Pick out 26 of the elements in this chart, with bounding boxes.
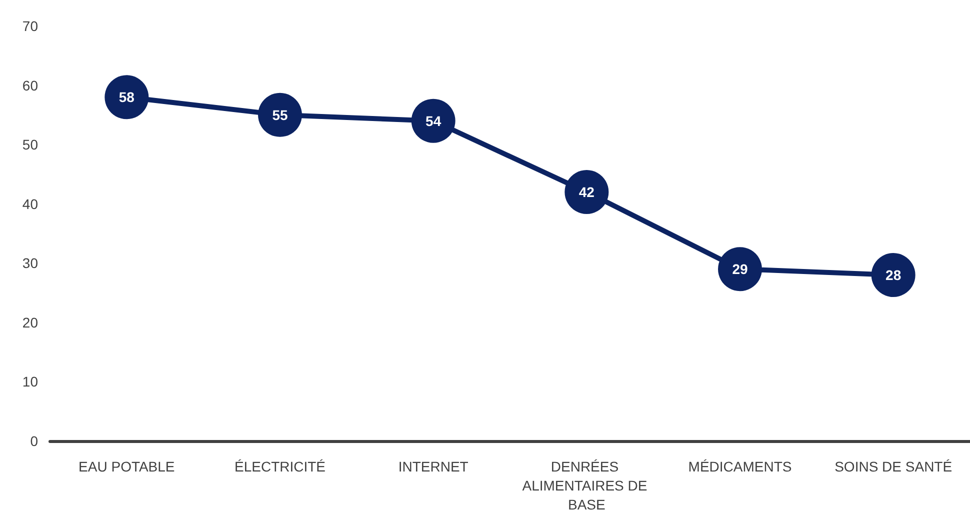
data-label: 55 [272,106,288,123]
x-tick-label: ÉLECTRICITÉ [234,458,326,474]
x-tick-label: SOINS DE SANTÉ [834,458,952,474]
point [411,98,456,143]
y-tick-label: 60 [22,77,38,94]
y-tick-label: 50 [22,136,38,153]
data-label: 54 [426,112,442,129]
x-tick-label: EAU POTABLE [78,458,175,474]
y-tick-label: 20 [22,314,38,330]
point [564,170,609,214]
x-tick-label: MÉDICAMENTS [688,458,792,474]
data-label: 58 [118,89,135,106]
data-label: 42 [578,184,595,200]
x-tick-label: DENRÉES ALIMENTAIRES DE BASE [522,458,652,512]
data-label: 28 [886,267,902,283]
point [871,253,916,297]
point [104,75,149,120]
y-tick-label: 70 [22,18,38,34]
data-label: 29 [732,261,748,278]
y-tick-label: 40 [22,196,38,212]
y-tick-label: 0 [30,433,38,449]
y-tick-label: 10 [22,374,38,390]
y-tick-label: 30 [22,255,38,272]
point [258,92,302,137]
point [718,247,762,292]
x-tick-label: INTERNET [398,458,469,474]
